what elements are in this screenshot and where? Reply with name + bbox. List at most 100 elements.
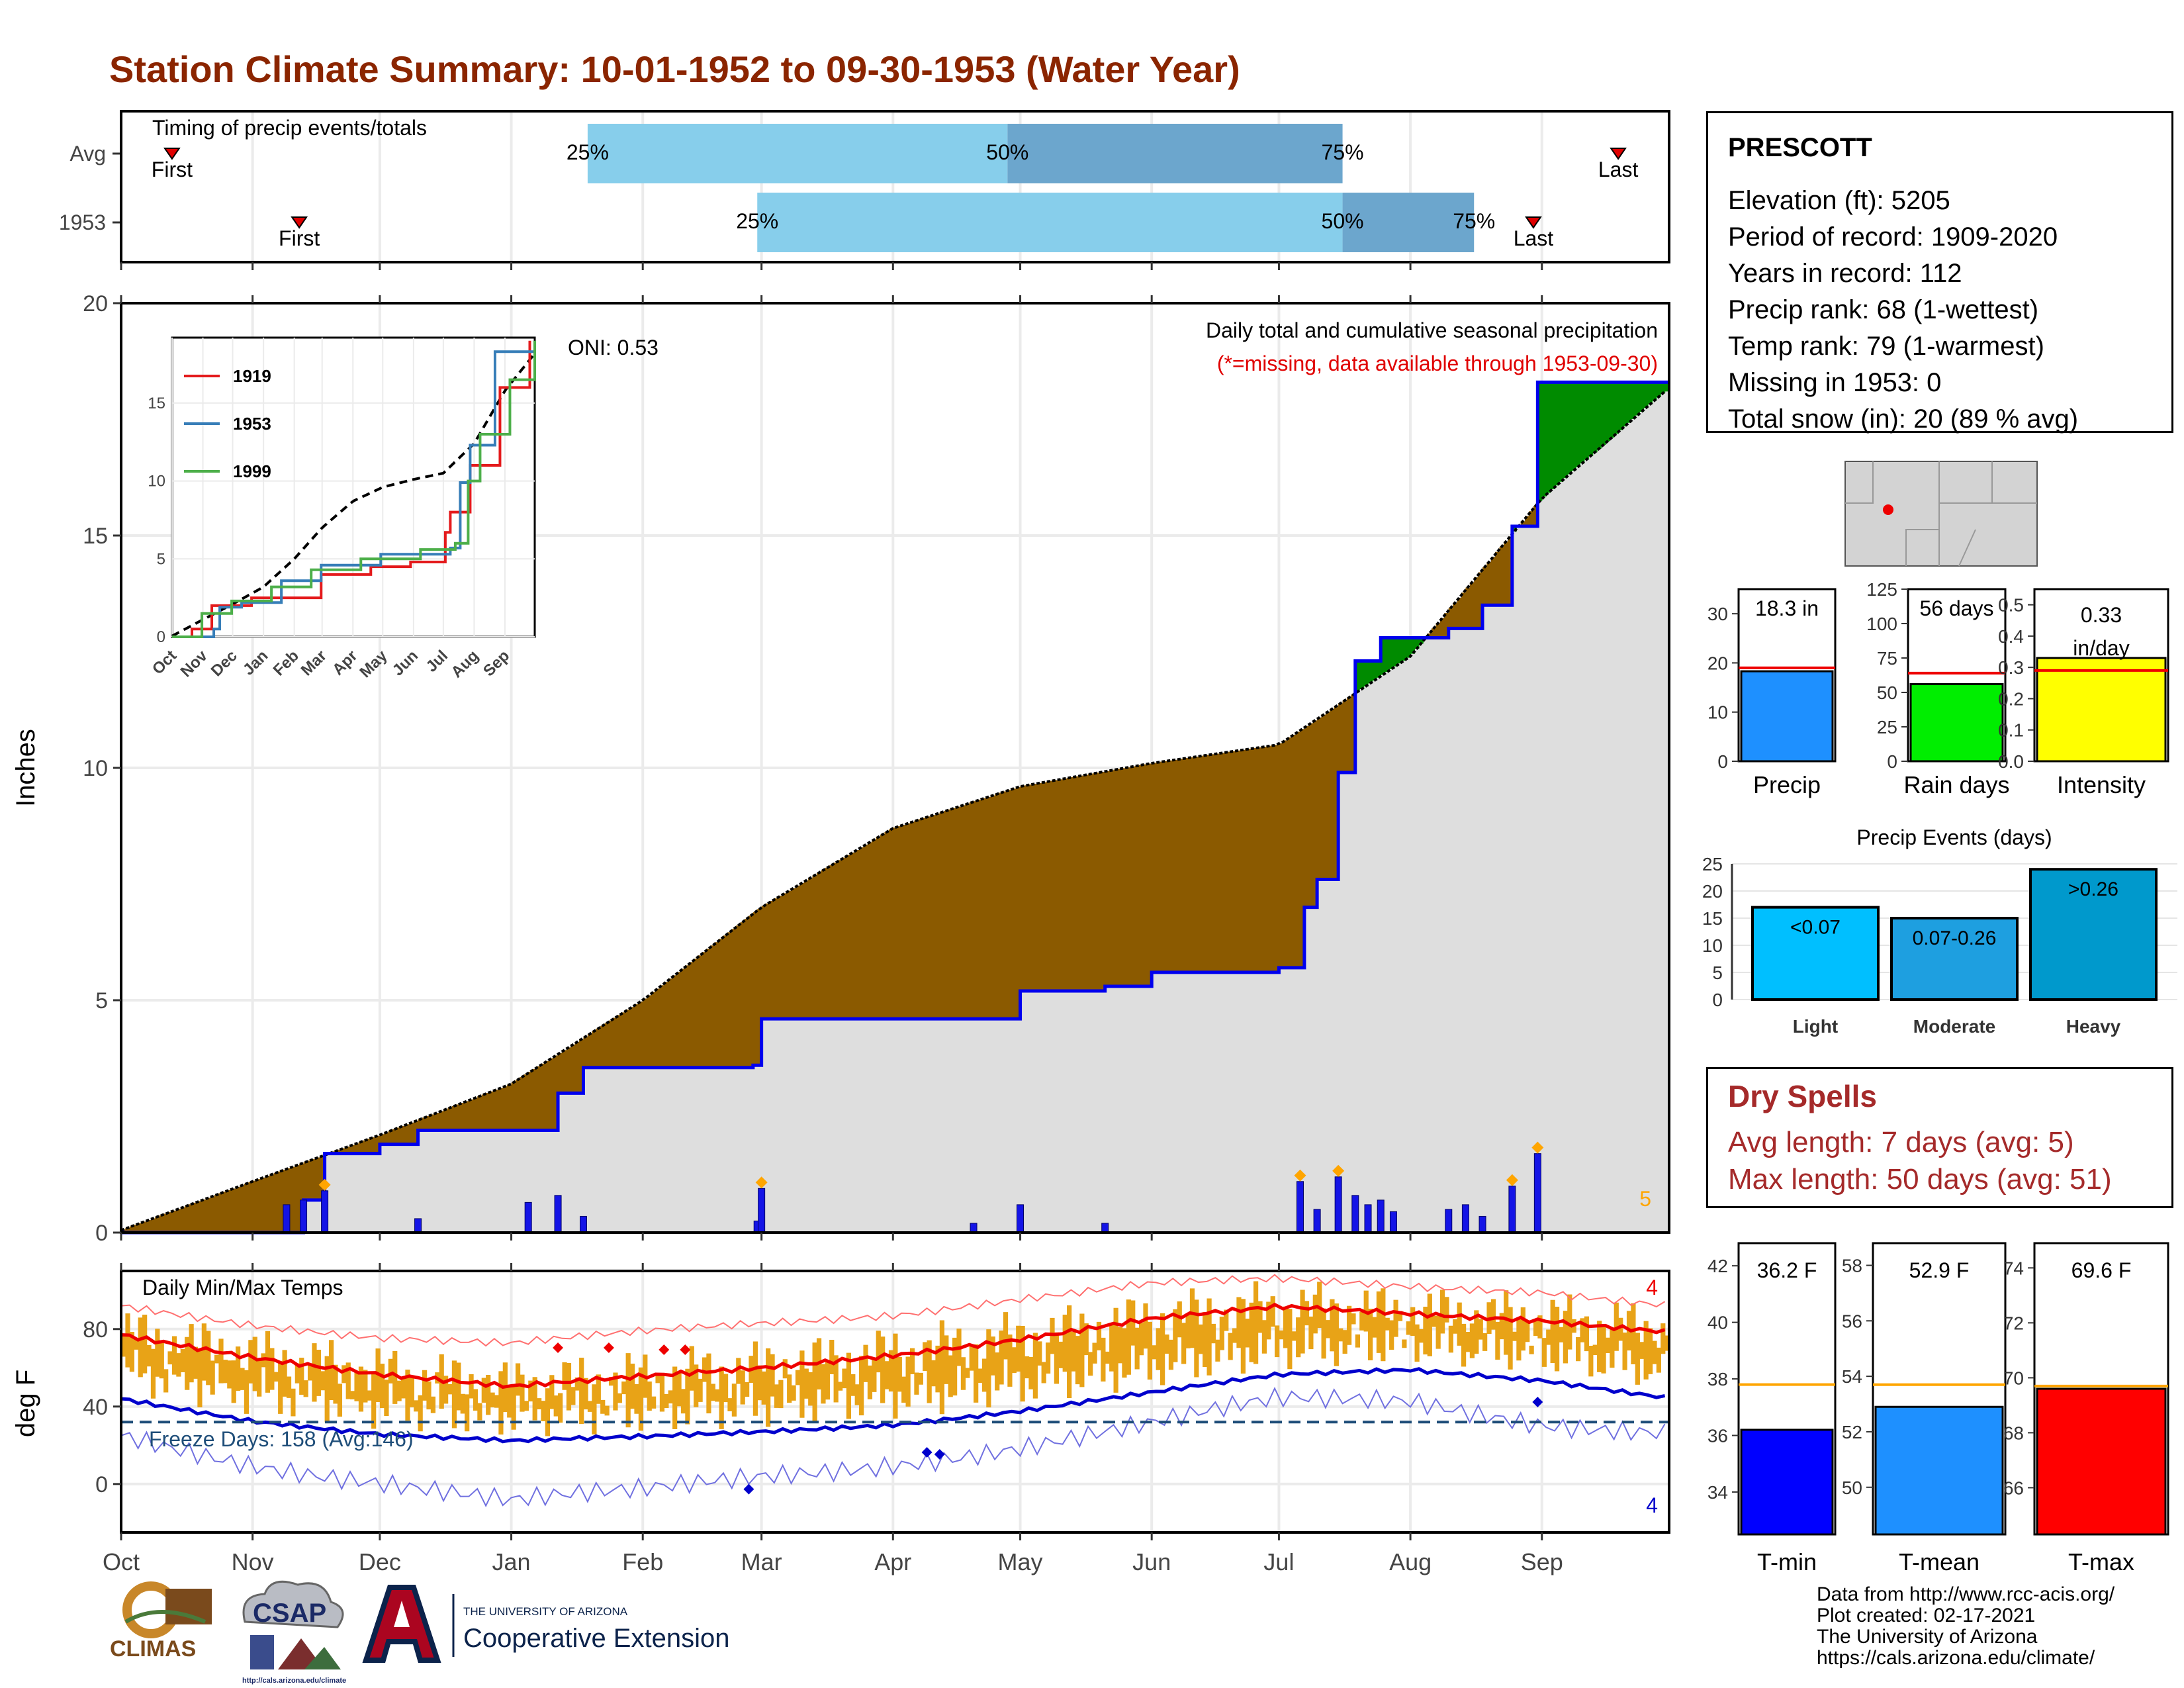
precip-daily-bar: [524, 1201, 532, 1233]
summary-bar-tick-label: 0.5: [1998, 595, 2024, 616]
temp-ytick-label: 40: [83, 1395, 108, 1420]
inset-legend-label: 1953: [233, 414, 271, 434]
precip-daily-bar: [1334, 1176, 1342, 1233]
temp-bar-label: T-mean: [1899, 1548, 1979, 1575]
precip-daily-bar: [1508, 1186, 1516, 1233]
temp-bar-tick-label: 56: [1842, 1311, 1862, 1331]
station-temp-rank: Temp rank: 79 (1-warmest): [1728, 332, 2044, 361]
precip-daily-bar: [1479, 1215, 1486, 1233]
temp-record-high-marker: [553, 1342, 564, 1354]
month-axis-label: Aug: [1389, 1548, 1432, 1575]
temp-bar-tick-label: 72: [2003, 1313, 2024, 1333]
summary-bar-intensity: [2036, 657, 2167, 763]
locator-map: [1844, 461, 2038, 567]
locator-map-borders: [1845, 461, 2037, 567]
precip-daily-bar: [1351, 1195, 1359, 1233]
precip-extreme-marker: [1294, 1169, 1306, 1182]
precip-extreme-count: 5: [1639, 1187, 1651, 1211]
temp-record-max-line: [120, 1274, 1666, 1347]
timing-bar-q3: [1007, 124, 1343, 183]
timing-row-label: 1953: [59, 211, 106, 234]
summary-bar-tick-label: 0.4: [1998, 626, 2024, 647]
precip-daily-bar: [970, 1223, 978, 1233]
temp-bar-label: T-max: [2068, 1548, 2134, 1575]
month-axis-label: Jan: [492, 1548, 531, 1575]
summary-bar-tick-label: 10: [1707, 702, 1728, 723]
precip-extreme-marker: [755, 1176, 768, 1189]
credit-url: https://cals.arizona.edu/climate/: [1817, 1647, 2095, 1669]
timing-marker-label: First: [152, 158, 193, 181]
precip-ytick-label: 10: [83, 756, 108, 781]
station-elevation: Elevation (ft): 5205: [1728, 186, 1950, 215]
temp-bar-tick-label: 42: [1707, 1256, 1728, 1276]
temp-bar-tick-label: 66: [2003, 1477, 2024, 1498]
timing-marker: [1610, 148, 1627, 160]
timing-marker-label: First: [279, 226, 320, 250]
inset-line-1953: [172, 350, 535, 638]
temp-ytick-label: 0: [95, 1472, 108, 1497]
precip-ytick-label: 20: [83, 291, 108, 316]
logo-strip: CLIMAS CSAP http://cals.arizona.edu/clim…: [110, 1580, 729, 1685]
precip-events-title: Precip Events (days): [1856, 825, 2052, 849]
temp-bar-t-min: [1740, 1429, 1834, 1536]
precip-ytick-label: 15: [83, 524, 108, 549]
precip-daily-bar: [758, 1188, 766, 1233]
dry-spells-avg: Avg length: 7 days (avg: 5): [1728, 1126, 2074, 1158]
precip-events-bar-label: <0.07: [1790, 917, 1841, 939]
temp-ytick-label: 80: [83, 1317, 108, 1342]
inset-ytick-label: 5: [157, 550, 165, 568]
precip-events-tick-label: 0: [1712, 990, 1723, 1010]
precip-cumulative-line: [121, 380, 1669, 1235]
credit-source: Data from http://www.rcc-acis.org/: [1817, 1583, 2115, 1605]
precip-daily-bar: [1364, 1204, 1372, 1233]
dry-spells-panel: Dry Spells Avg length: 7 days (avg: 5) M…: [1706, 1067, 2173, 1208]
temp-bar-t-max: [2036, 1387, 2167, 1536]
ua-logo-small-text: THE UNIVERSITY OF ARIZONA: [463, 1605, 628, 1618]
station-period: Period of record: 1909-2020: [1728, 222, 2058, 252]
precip-note-missing: (*=missing, data available through 1953-…: [1217, 352, 1658, 375]
precip-daily-bar: [554, 1195, 562, 1233]
precip-daily-bar: [1389, 1211, 1397, 1233]
temp-bar-value: 52.9 F: [1909, 1258, 1970, 1282]
timing-panel-border: [120, 110, 1670, 263]
summary-bar-label: Precip: [1753, 771, 1821, 798]
precip-ytick-label: 5: [95, 988, 108, 1013]
inset-legend-label: 1919: [233, 366, 271, 386]
inset-ytick-label: 10: [148, 473, 165, 491]
timing-bar-q2: [757, 193, 1343, 252]
station-missing: Missing in 1953: 0: [1728, 368, 1942, 397]
precip-events-bar-moderate: [1890, 917, 2019, 1001]
temp-record-high-count: 4: [1646, 1276, 1658, 1299]
climas-logo: CLIMAS: [110, 1581, 212, 1662]
precip-daily-bar: [1461, 1204, 1469, 1233]
inset-ytick-label: 0: [157, 628, 165, 646]
oni-label: ONI: 0.53: [568, 336, 659, 359]
temp-record-min-line: [120, 1387, 1666, 1507]
temp-bar-tick-label: 40: [1707, 1313, 1728, 1333]
temp-record-low-marker: [1532, 1396, 1543, 1407]
precip-events-tick-label: 10: [1702, 935, 1723, 956]
temp-bar-tick-label: 52: [1842, 1422, 1862, 1442]
summary-bar-value: 0.33: [2081, 603, 2122, 627]
timing-marker-label: Last: [1598, 158, 1639, 181]
timing-marker: [1525, 216, 1542, 229]
station-location-dot: [1883, 504, 1893, 515]
temp-bar-value: 69.6 F: [2071, 1258, 2132, 1282]
precip-events-bar-heavy: [2029, 868, 2158, 1001]
temp-record-high-marker: [603, 1342, 614, 1354]
credit-date: Plot created: 02-17-2021: [1817, 1605, 2036, 1626]
precip-daily-bar: [1101, 1223, 1109, 1233]
summary-bar-tick-label: 0: [1717, 751, 1728, 772]
precip-extreme-marker: [318, 1178, 331, 1191]
precip-extreme-marker: [1531, 1141, 1544, 1154]
precip-daily-bar: [1017, 1204, 1024, 1233]
precip-ytick-label: 0: [95, 1221, 108, 1246]
precip-extreme-marker: [1332, 1164, 1345, 1177]
timing-pct-label: 25%: [567, 140, 609, 164]
precip-daily-bar: [283, 1204, 291, 1233]
summary-bar-tick-label: 125: [1866, 579, 1897, 600]
climas-logo-text: CLIMAS: [110, 1636, 196, 1662]
summary-bar-tick-label: 30: [1707, 604, 1728, 624]
timing-pct-label: 75%: [1322, 140, 1364, 164]
month-axis-label: Jun: [1132, 1548, 1171, 1575]
